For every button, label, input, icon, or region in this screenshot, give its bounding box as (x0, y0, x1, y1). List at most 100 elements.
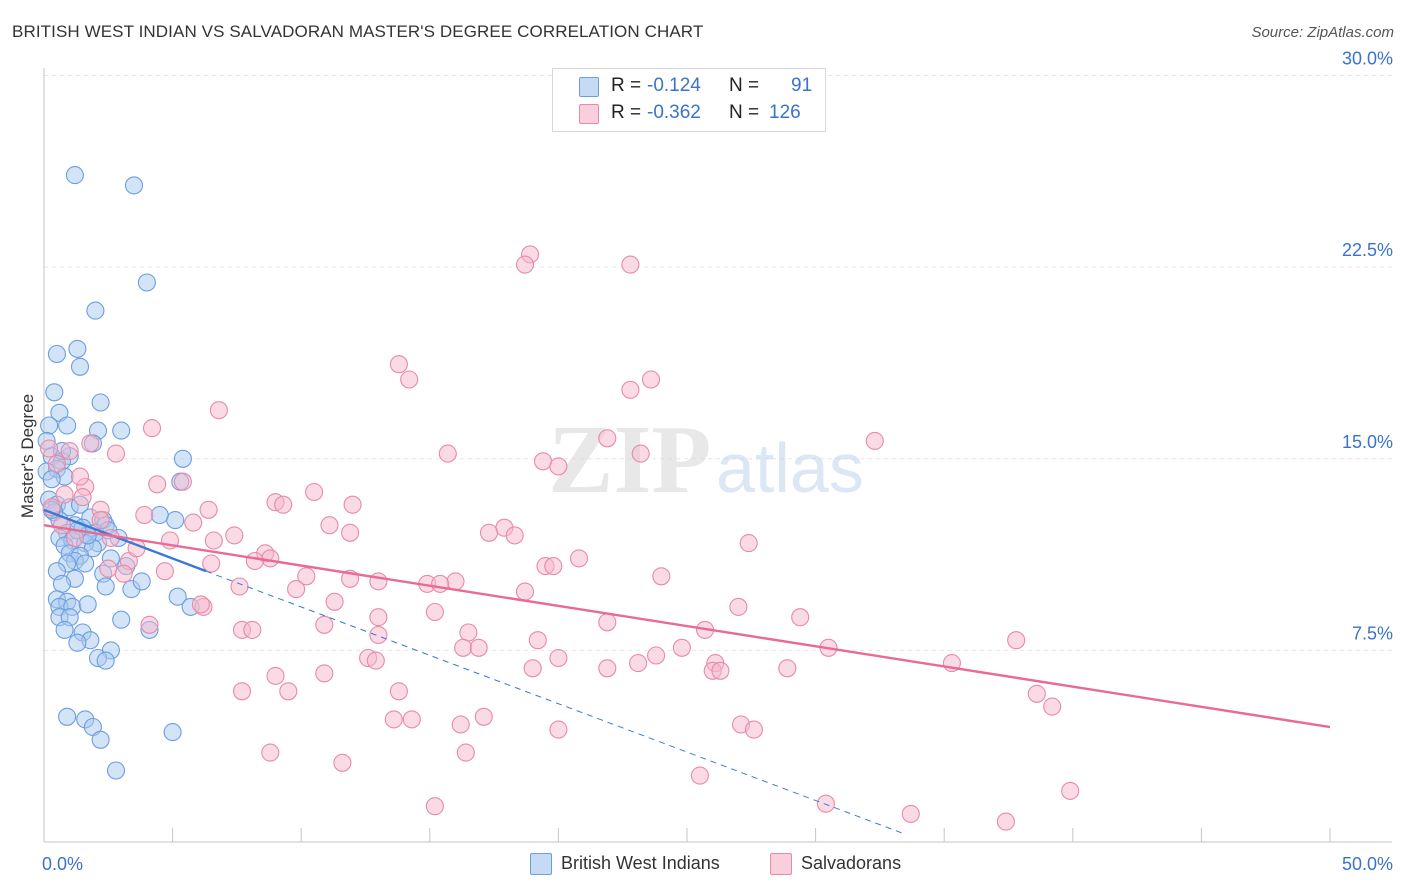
data-point (91, 511, 110, 530)
chart-title: BRITISH WEST INDIAN VS SALVADORAN MASTER… (12, 22, 704, 41)
data-point (91, 730, 110, 749)
data-point (400, 370, 419, 389)
data-point (274, 495, 293, 514)
watermark-zip: ZIP (548, 406, 711, 514)
data-point (459, 623, 478, 642)
data-point (166, 511, 185, 530)
data-point (243, 620, 262, 639)
data-point (86, 301, 105, 320)
legend-label: British West Indians (561, 853, 720, 873)
data-point (45, 383, 64, 402)
data-point (245, 551, 264, 571)
source-credit: Source: ZipAtlas.com (1251, 24, 1394, 41)
data-point (446, 572, 465, 591)
data-point (99, 559, 118, 578)
data-point (469, 638, 488, 657)
data-point (523, 659, 542, 678)
legend-item-salvadorans[interactable]: Salvadorans (770, 852, 930, 876)
pink-swatch (579, 104, 599, 124)
data-point (142, 419, 162, 438)
y-tick-label: 7.5% (1352, 623, 1393, 643)
data-point (204, 531, 223, 550)
data-point (106, 761, 126, 780)
correlation-box: R = -0.124 N = 91 R = -0.362 N = 126 (552, 68, 826, 132)
data-point (137, 273, 156, 292)
data-point (112, 610, 131, 629)
data-point (58, 416, 77, 435)
data-point (454, 638, 473, 657)
grid (44, 75, 1392, 651)
data-point (366, 651, 385, 670)
data-point (266, 666, 285, 685)
data-point (729, 597, 748, 616)
data-point (1043, 697, 1062, 716)
data-point (209, 401, 228, 420)
data-point (230, 577, 249, 596)
r-value: -0.362 (647, 102, 701, 123)
data-point (631, 444, 650, 463)
r-label: R = (611, 102, 642, 123)
data-point (261, 549, 280, 568)
data-point (42, 470, 61, 489)
legend-item-british-west-indians[interactable]: British West Indians (530, 852, 750, 876)
data-point (438, 444, 457, 463)
data-point (505, 526, 524, 545)
y-tick-label: 30.0% (1342, 49, 1393, 69)
data-point (184, 513, 203, 532)
data-point (70, 357, 90, 376)
trend-line (43, 523, 1331, 729)
data-point (621, 380, 640, 399)
data-point (515, 582, 535, 601)
data-point (70, 467, 90, 486)
watermark: ZIP atlas (548, 406, 864, 514)
data-point (91, 393, 110, 412)
data-point (528, 631, 547, 650)
trend-line (43, 508, 207, 573)
data-point (996, 812, 1015, 831)
data-point (106, 444, 126, 463)
data-point (297, 567, 316, 586)
legend-label: Salvadorans (801, 853, 902, 873)
data-point (369, 625, 388, 645)
data-point (1027, 684, 1046, 703)
data-point (232, 682, 252, 701)
data-point (40, 416, 59, 435)
data-point (320, 516, 339, 535)
y-tick-label: 22.5% (1342, 240, 1393, 260)
x-tick-label: 0.0% (42, 854, 83, 874)
data-point (47, 344, 66, 364)
data-point (402, 710, 421, 729)
data-point (132, 572, 151, 591)
data-point (73, 488, 92, 507)
data-point (202, 554, 221, 573)
pink-legend-swatch (770, 853, 792, 875)
data-point (901, 804, 920, 823)
y-tick-label: 15.0% (1342, 432, 1393, 452)
n-value: 126 (769, 102, 801, 123)
data-point (315, 615, 334, 634)
data-point (369, 608, 388, 627)
data-point (425, 602, 444, 622)
data-point (114, 564, 133, 583)
data-point (598, 659, 617, 678)
n-value: 91 (791, 75, 813, 96)
data-point (389, 355, 408, 374)
y-axis-title: Master's Degree (18, 394, 37, 518)
data-point (55, 620, 74, 639)
data-point (778, 659, 797, 678)
data-point (150, 505, 169, 525)
data-point (261, 743, 280, 762)
data-point (96, 651, 115, 670)
data-point (451, 715, 470, 734)
data-point (425, 797, 444, 816)
data-point (52, 574, 72, 593)
data-point (474, 707, 493, 726)
data-point (58, 707, 77, 726)
data-point (173, 449, 192, 468)
data-point (112, 421, 131, 440)
data-point (1007, 631, 1026, 650)
data-point (816, 794, 835, 813)
data-point (76, 554, 95, 573)
data-point (744, 720, 763, 739)
data-point (68, 339, 87, 358)
